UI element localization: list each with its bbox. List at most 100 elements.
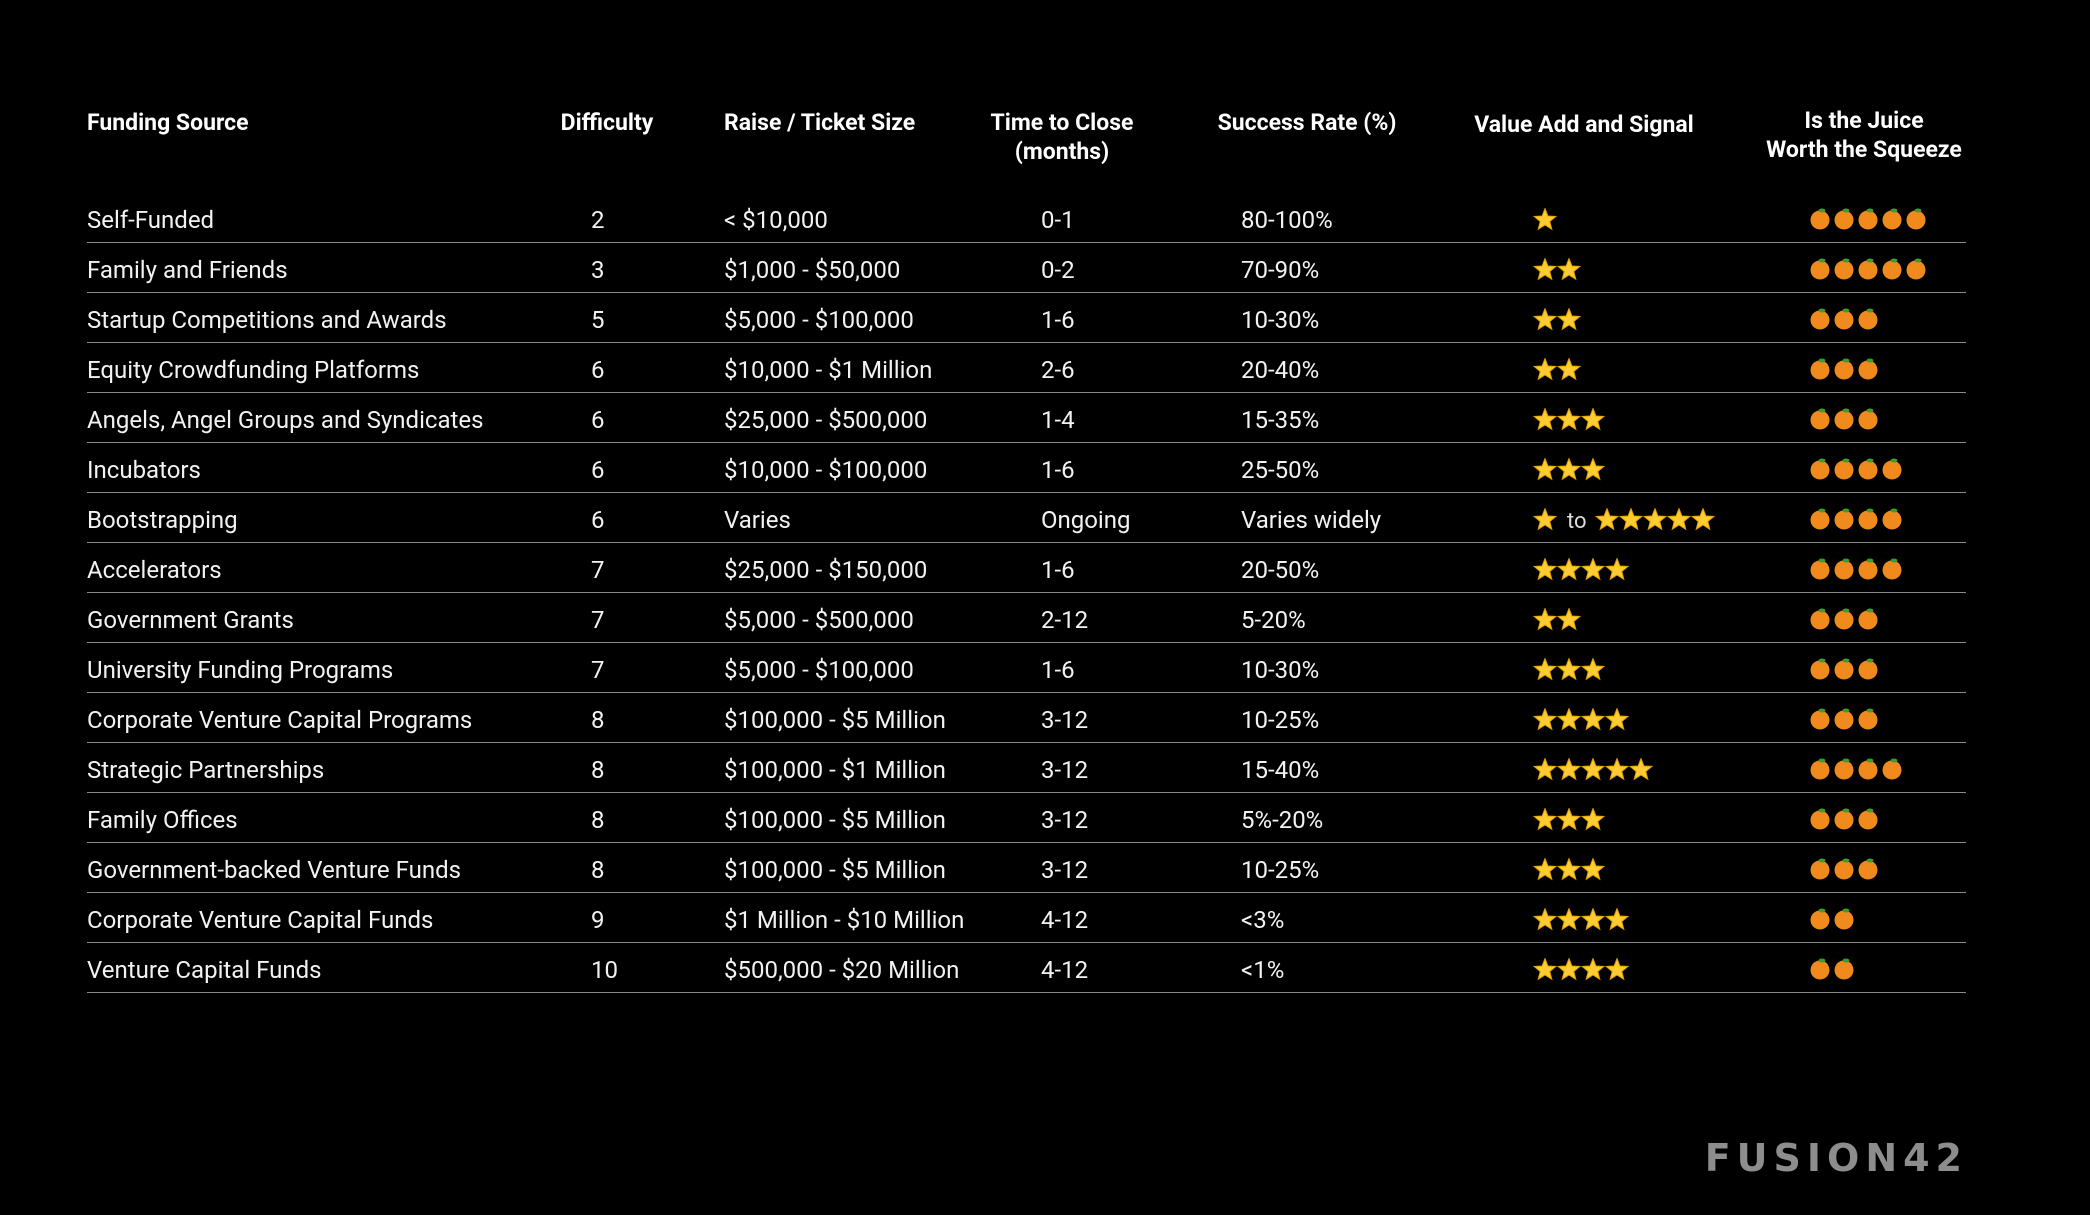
column-header: Value Add and Signal bbox=[1474, 111, 1694, 138]
star-icon bbox=[1556, 958, 1582, 981]
icon-rating bbox=[1533, 908, 1630, 931]
juice-cell bbox=[1809, 557, 1907, 583]
value-add-cell bbox=[1533, 258, 1583, 284]
value-add-cell bbox=[1533, 408, 1607, 434]
table-cell: $25,000 - $150,000 bbox=[724, 556, 928, 584]
orange-leaf bbox=[1842, 758, 1850, 763]
orange-leaf bbox=[1842, 308, 1850, 313]
table-cell: 15-35% bbox=[1241, 406, 1320, 434]
orange-icon bbox=[1834, 460, 1854, 480]
orange-leaf bbox=[1842, 358, 1850, 363]
juice-cell bbox=[1809, 907, 1859, 933]
table-cell: 2-6 bbox=[1041, 356, 1075, 384]
orange-leaf bbox=[1818, 658, 1826, 663]
orange-leaf bbox=[1866, 208, 1874, 213]
table-cell: 4-12 bbox=[1041, 956, 1089, 984]
icon-rating bbox=[1533, 958, 1630, 981]
icon-rating bbox=[1533, 858, 1606, 881]
orange-icon bbox=[1858, 210, 1878, 230]
star-icon bbox=[1628, 758, 1654, 781]
table-cell: Varies bbox=[724, 506, 791, 534]
orange-icon bbox=[1882, 560, 1902, 580]
orange-leaf bbox=[1914, 258, 1922, 263]
star-icon bbox=[1580, 408, 1606, 431]
orange-leaf bbox=[1866, 458, 1874, 463]
orange-icon bbox=[1858, 560, 1878, 580]
table-cell: $5,000 - $100,000 bbox=[724, 306, 914, 334]
orange-leaf bbox=[1818, 508, 1826, 513]
orange-leaf bbox=[1842, 258, 1850, 263]
star-icon bbox=[1533, 208, 1558, 231]
orange-icon bbox=[1834, 510, 1854, 530]
star-icon bbox=[1556, 658, 1582, 681]
table-cell: 70-90% bbox=[1241, 256, 1320, 284]
table-cell: $500,000 - $20 Million bbox=[724, 956, 960, 984]
star-icon bbox=[1580, 558, 1606, 581]
column-header: Funding Source bbox=[87, 109, 249, 136]
table-cell: 15-40% bbox=[1241, 756, 1320, 784]
orange-leaf bbox=[1842, 458, 1850, 463]
orange-icon bbox=[1810, 610, 1830, 630]
orange-leaf bbox=[1890, 258, 1898, 263]
row-divider bbox=[87, 642, 1966, 643]
orange-icon bbox=[1858, 760, 1878, 780]
star-icon bbox=[1556, 608, 1582, 631]
icon-rating bbox=[1533, 558, 1630, 581]
icon-rating bbox=[1533, 708, 1630, 731]
row-divider bbox=[87, 842, 1966, 843]
table-cell: $100,000 - $5 Million bbox=[724, 806, 946, 834]
orange-leaf bbox=[1866, 258, 1874, 263]
juice-cell bbox=[1809, 257, 1931, 283]
table-cell: 8 bbox=[591, 706, 605, 734]
orange-icon bbox=[1834, 310, 1854, 330]
star-icon bbox=[1556, 308, 1582, 331]
star-icon bbox=[1556, 458, 1582, 481]
orange-leaf bbox=[1866, 608, 1874, 613]
table-cell: <3% bbox=[1241, 906, 1285, 934]
orange-icon bbox=[1858, 410, 1878, 430]
table-cell: Corporate Venture Capital Funds bbox=[87, 906, 434, 934]
orange-leaf bbox=[1842, 508, 1850, 513]
column-header: Raise / Ticket Size bbox=[724, 109, 916, 136]
row-divider bbox=[87, 242, 1966, 243]
value-add-cell bbox=[1533, 208, 1559, 234]
orange-leaf bbox=[1818, 558, 1826, 563]
star-icon bbox=[1533, 908, 1558, 931]
icon-rating bbox=[1533, 508, 1558, 531]
orange-icon bbox=[1882, 260, 1902, 280]
juice-cell bbox=[1809, 857, 1883, 883]
table-cell: 1-6 bbox=[1041, 656, 1075, 684]
orange-icon bbox=[1858, 660, 1878, 680]
value-add-cell bbox=[1533, 708, 1631, 734]
star-icon bbox=[1556, 858, 1582, 881]
orange-leaf bbox=[1818, 308, 1826, 313]
icon-rating bbox=[1810, 908, 1854, 930]
orange-leaf bbox=[1818, 408, 1826, 413]
orange-leaf bbox=[1818, 708, 1826, 713]
orange-leaf bbox=[1866, 358, 1874, 363]
star-icon bbox=[1556, 358, 1582, 381]
table-cell: 8 bbox=[591, 756, 605, 784]
table-cell: $1,000 - $50,000 bbox=[724, 256, 901, 284]
orange-icon bbox=[1834, 960, 1854, 980]
table-cell: 3-12 bbox=[1041, 856, 1089, 884]
orange-icon bbox=[1834, 810, 1854, 830]
table-cell: 5%-20% bbox=[1241, 806, 1324, 834]
row-divider bbox=[87, 742, 1966, 743]
table-cell: $25,000 - $500,000 bbox=[724, 406, 928, 434]
table-cell: 3-12 bbox=[1041, 756, 1089, 784]
orange-icon bbox=[1810, 260, 1830, 280]
icon-rating bbox=[1533, 758, 1654, 781]
star-icon bbox=[1533, 408, 1558, 431]
orange-icon bbox=[1810, 460, 1830, 480]
orange-icon bbox=[1858, 860, 1878, 880]
juice-cell bbox=[1809, 757, 1907, 783]
star-icon bbox=[1533, 558, 1558, 581]
orange-leaf bbox=[1842, 958, 1850, 963]
table-cell: $5,000 - $500,000 bbox=[724, 606, 914, 634]
value-add-cell bbox=[1533, 358, 1583, 384]
star-icon bbox=[1533, 958, 1558, 981]
orange-icon bbox=[1858, 260, 1878, 280]
table-cell: 8 bbox=[591, 806, 605, 834]
table-cell: 6 bbox=[591, 506, 605, 534]
